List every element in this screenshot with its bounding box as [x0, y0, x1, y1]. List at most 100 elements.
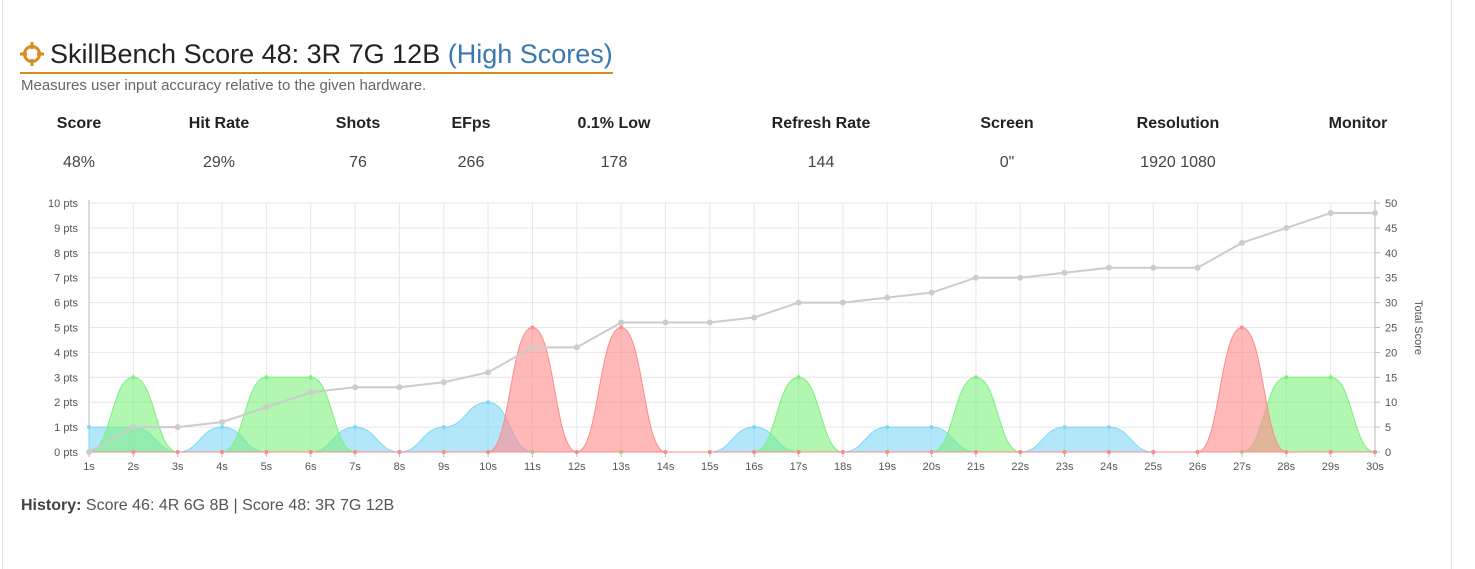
right-axis-title: Total Score	[1412, 300, 1424, 355]
x-tick-label: 10s	[479, 461, 497, 473]
right-tick-label: 40	[1385, 248, 1397, 260]
area-point	[973, 450, 978, 454]
left-tick-label: 1 pts	[54, 422, 78, 434]
left-tick-label: 8 pts	[54, 248, 78, 260]
area-point	[796, 450, 801, 454]
x-tick-label: 20s	[923, 461, 941, 473]
x-tick-label: 2s	[128, 461, 140, 473]
total-score-point	[485, 369, 492, 376]
area-point	[1106, 450, 1111, 454]
x-tick-label: 16s	[745, 461, 763, 473]
stat-shots-label: Shots	[335, 115, 381, 132]
total-score-point	[1283, 224, 1290, 231]
total-score-point	[1327, 209, 1334, 216]
stat-screen-value: 0"	[999, 154, 1015, 171]
right-tick-label: 35	[1385, 273, 1397, 285]
area-point	[1284, 375, 1289, 380]
total-score-point	[130, 424, 137, 431]
stat-shots-value: 76	[349, 154, 367, 171]
total-score-point	[174, 424, 181, 431]
x-tick-label: 4s	[216, 461, 228, 473]
area-point	[1018, 450, 1023, 454]
area-point	[308, 375, 313, 380]
left-tick-label: 6 pts	[54, 298, 78, 310]
total-score-point	[662, 319, 669, 326]
left-tick-label: 0 pts	[54, 447, 78, 459]
right-tick-label: 30	[1385, 298, 1397, 310]
area-point	[574, 450, 579, 454]
x-tick-label: 22s	[1011, 461, 1029, 473]
area-point	[131, 375, 136, 380]
x-tick-label: 11s	[524, 461, 541, 473]
left-tick-label: 5 pts	[54, 323, 78, 335]
stat-monitor-label: Monitor	[1328, 115, 1388, 132]
stat-screen-label: Screen	[980, 115, 1034, 132]
area-point	[619, 325, 624, 330]
stat-hit-rate-label: Hit Rate	[188, 115, 250, 132]
area-point	[973, 375, 978, 380]
x-tick-label: 3s	[172, 461, 184, 473]
high-scores-link[interactable]: (High Scores)	[447, 39, 613, 69]
area-point	[796, 375, 801, 380]
total-score-point	[573, 344, 580, 351]
area-point	[885, 425, 890, 430]
crosshair-icon	[20, 42, 44, 66]
area-point	[1328, 450, 1333, 454]
x-tick-label: 26s	[1189, 461, 1207, 473]
right-tick-label: 45	[1385, 223, 1397, 235]
total-score-point	[396, 384, 403, 391]
x-tick-label: 19s	[878, 461, 896, 473]
area-point	[929, 450, 934, 454]
area-point	[397, 450, 402, 454]
left-tick-label: 7 pts	[54, 273, 78, 285]
x-tick-label: 28s	[1277, 461, 1295, 473]
x-tick-label: 14s	[657, 461, 675, 473]
total-score-point	[618, 319, 625, 326]
stat-efps-value: 266	[457, 154, 485, 171]
total-score-point	[307, 389, 314, 396]
x-tick-label: 30s	[1366, 461, 1384, 473]
total-score-point	[1238, 239, 1245, 246]
stat-hit-rate-value: 29%	[202, 154, 236, 171]
area-point	[840, 450, 845, 454]
stat-refresh-rate-value: 144	[807, 154, 835, 171]
right-tick-label: 5	[1385, 422, 1391, 434]
right-tick-label: 0	[1385, 447, 1391, 459]
total-score-point	[352, 384, 359, 391]
right-tick-label: 50	[1385, 198, 1397, 210]
stat-resolution-label: Resolution	[1136, 115, 1220, 132]
history-line: History: Score 46: 4R 6G 8B | Score 48: …	[21, 497, 394, 515]
total-score-point	[440, 379, 447, 386]
total-score-point	[751, 314, 758, 321]
area-point	[663, 450, 668, 454]
x-tick-label: 1s	[83, 461, 95, 473]
total-score-point	[1150, 264, 1157, 271]
history-text: Score 46: 4R 6G 8B | Score 48: 3R 7G 12B	[85, 497, 395, 514]
x-tick-label: 21s	[967, 461, 985, 473]
area-point	[885, 450, 890, 454]
stat-refresh-rate-label: Refresh Rate	[771, 115, 871, 132]
x-tick-label: 6s	[305, 461, 317, 473]
stat-efps-label: EFps	[451, 115, 491, 132]
total-score-point	[1105, 264, 1112, 271]
x-tick-label: 25s	[1144, 461, 1162, 473]
total-score-point	[1372, 209, 1378, 216]
area-point	[1373, 450, 1377, 454]
area-point	[1195, 450, 1200, 454]
x-tick-label: 29s	[1322, 461, 1340, 473]
left-tick-label: 10 pts	[48, 198, 78, 210]
total-score-point	[1194, 264, 1201, 271]
left-tick-label: 2 pts	[54, 397, 78, 409]
area-point	[752, 450, 757, 454]
page-subtitle: Measures user input accuracy relative to…	[21, 77, 427, 94]
area-point	[1062, 425, 1067, 430]
area-point	[1284, 450, 1289, 454]
x-tick-label: 13s	[612, 461, 630, 473]
right-tick-label: 15	[1385, 372, 1397, 384]
x-tick-label: 24s	[1100, 461, 1118, 473]
area-point	[308, 450, 313, 454]
score-chart: 0 pts 1 pts 2 pts 3 pts 4 pts 5 pts 6 pts 7 pts…	[48, 198, 1424, 473]
right-tick-label: 20	[1385, 347, 1397, 359]
area-point	[441, 425, 446, 430]
